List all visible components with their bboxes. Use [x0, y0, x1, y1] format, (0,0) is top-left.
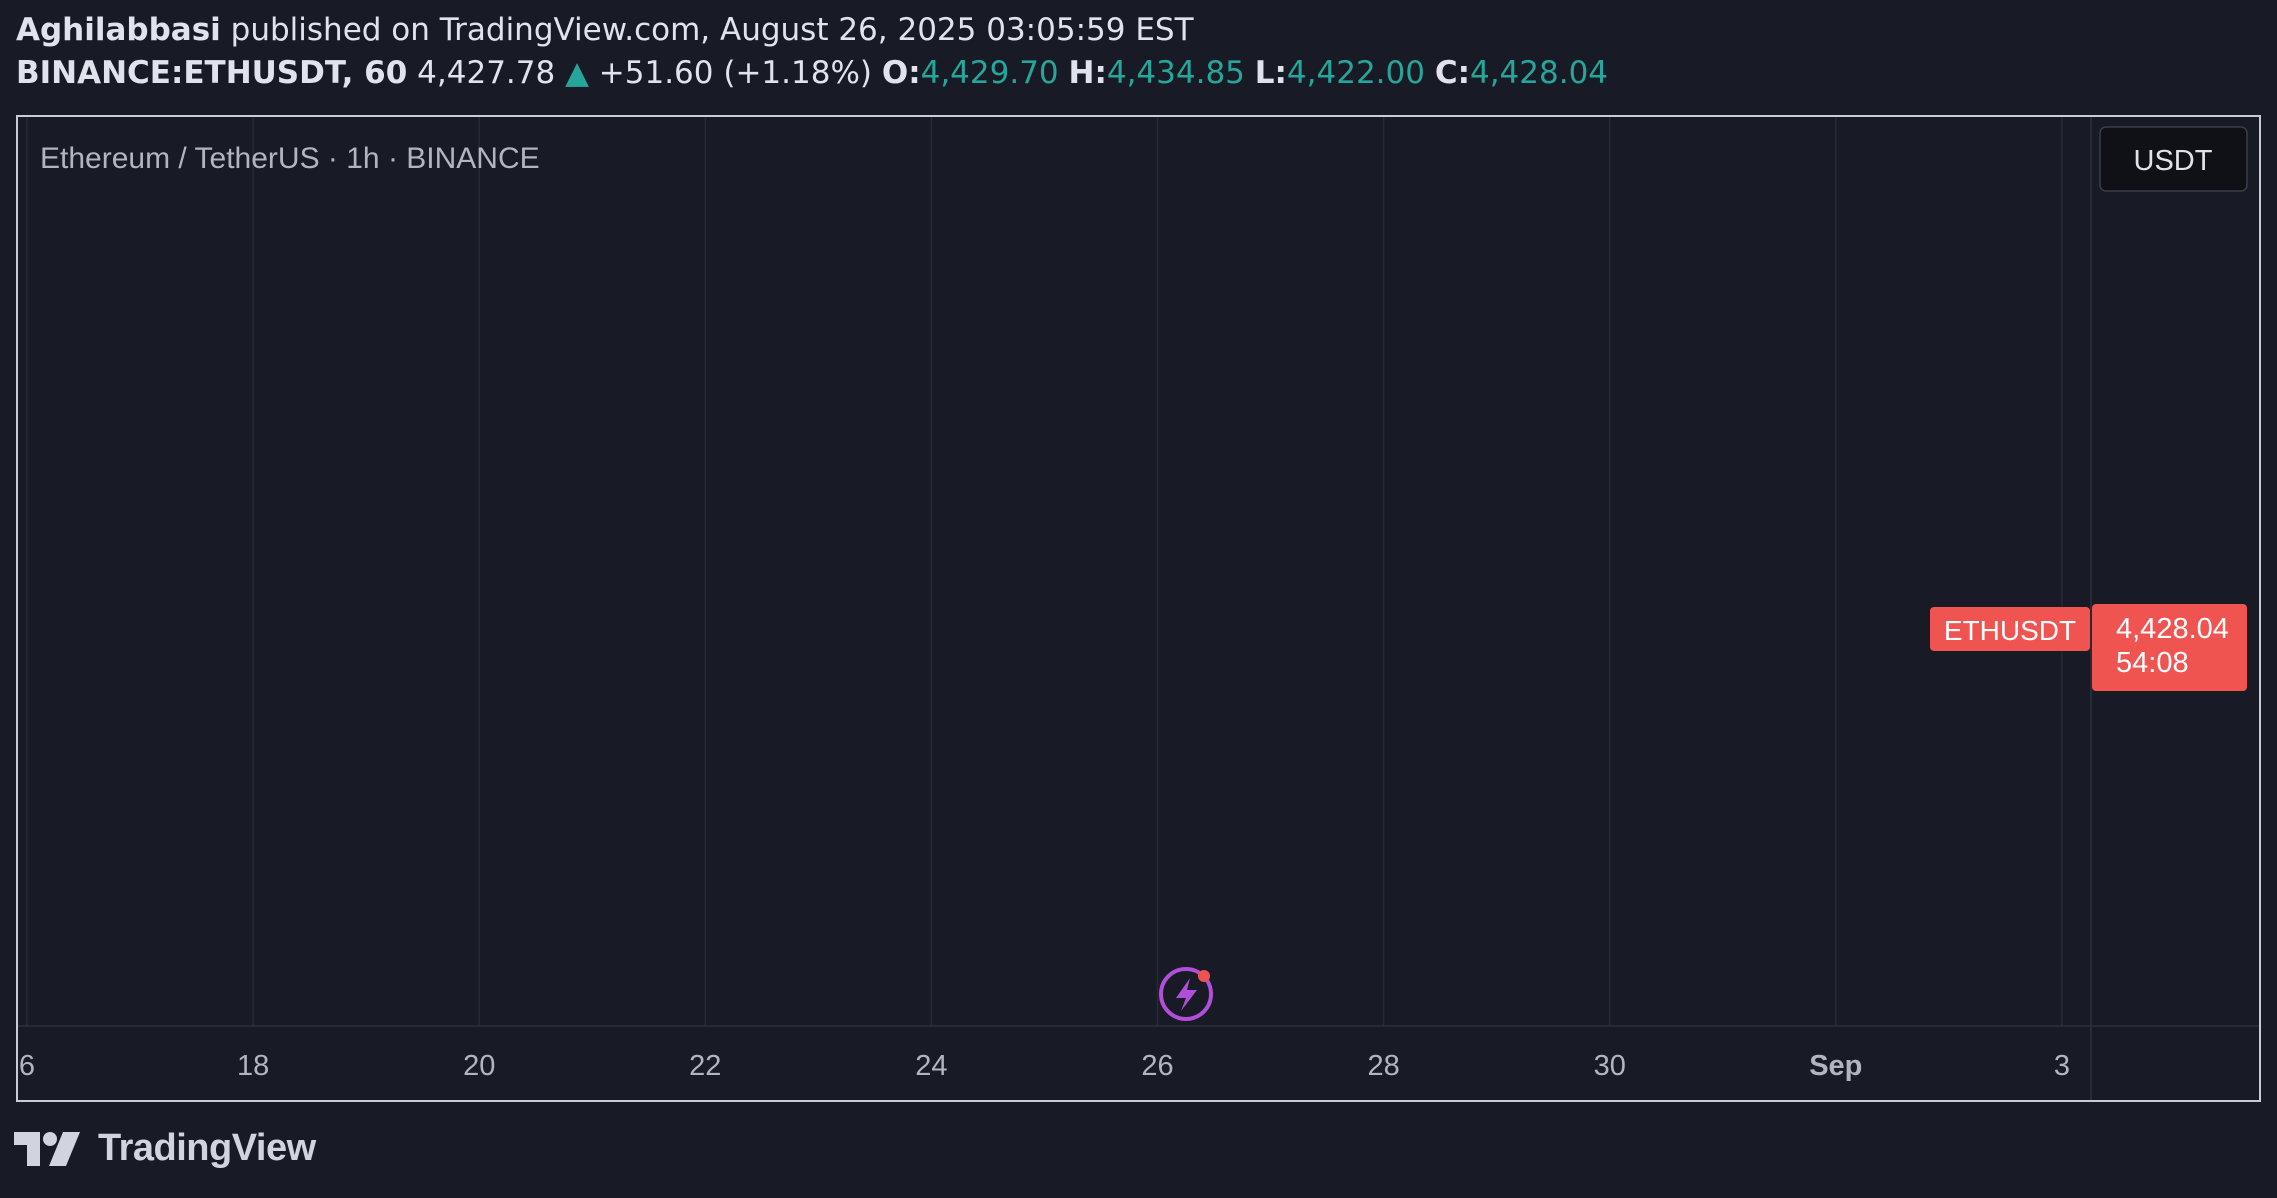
pane-title: Ethereum / TetherUS · 1h · BINANCE — [40, 142, 540, 175]
last-price: 4,427.78 — [417, 55, 556, 91]
published-text: published on TradingView.com, August 26,… — [230, 12, 1194, 48]
close-label: C: — [1434, 55, 1470, 91]
x-tick-label: 28 — [1367, 1050, 1399, 1082]
chart-frame — [16, 115, 2261, 1102]
time-axis[interactable]: 6 18 20 22 24 26 28 30 Sep 3 — [19, 1050, 2070, 1082]
high-value: 4,434.85 — [1106, 55, 1245, 91]
low-label: L: — [1254, 55, 1287, 91]
symbol-tag-label: ETHUSDT — [1944, 615, 2076, 646]
x-tick-label: 20 — [463, 1050, 495, 1082]
open-label: O: — [881, 55, 921, 91]
price-change: +51.60 (+1.18%) — [598, 55, 872, 91]
lightning-icon[interactable] — [1159, 967, 1213, 1021]
x-tick-label: 3 — [2054, 1050, 2070, 1082]
x-tick-label: 26 — [1141, 1050, 1173, 1082]
up-arrow-icon: ▲ — [565, 55, 589, 91]
low-value: 4,422.00 — [1286, 55, 1425, 91]
x-tick-label: Sep — [1809, 1050, 1862, 1082]
x-tick-label: 6 — [19, 1050, 35, 1082]
close-value: 4,428.04 — [1469, 55, 1609, 91]
last-price-label: 4,428.04 — [2116, 613, 2229, 645]
symbol-label: BINANCE:ETHUSDT, 60 — [16, 55, 408, 91]
x-tick-label: 22 — [689, 1050, 721, 1082]
last-price-tag: 4,428.04 54:08 — [2092, 604, 2247, 691]
x-tick-label: 18 — [237, 1050, 269, 1082]
tradingview-mark-icon — [14, 1131, 80, 1166]
currency-button[interactable]: USDT — [2099, 126, 2248, 192]
publish-info: Aghilabbasi published on TradingView.com… — [16, 12, 1194, 48]
author-name[interactable]: Aghilabbasi — [16, 12, 221, 48]
grid-lines — [26, 117, 2063, 1026]
tradingview-wordmark: TradingView — [98, 1127, 316, 1169]
x-tick-label: 30 — [1594, 1050, 1626, 1082]
high-label: H: — [1068, 55, 1107, 91]
open-value: 4,429.70 — [920, 55, 1059, 91]
symbol-tag: ETHUSDT — [1930, 607, 2090, 651]
currency-label: USDT — [2134, 145, 2213, 177]
tradingview-logo[interactable]: TradingView — [14, 1127, 316, 1170]
ohlc-legend: BINANCE:ETHUSDT, 60 4,427.78 ▲ +51.60 (+… — [16, 55, 1608, 91]
x-tick-label: 24 — [915, 1050, 947, 1082]
countdown-label: 54:08 — [2116, 647, 2189, 679]
